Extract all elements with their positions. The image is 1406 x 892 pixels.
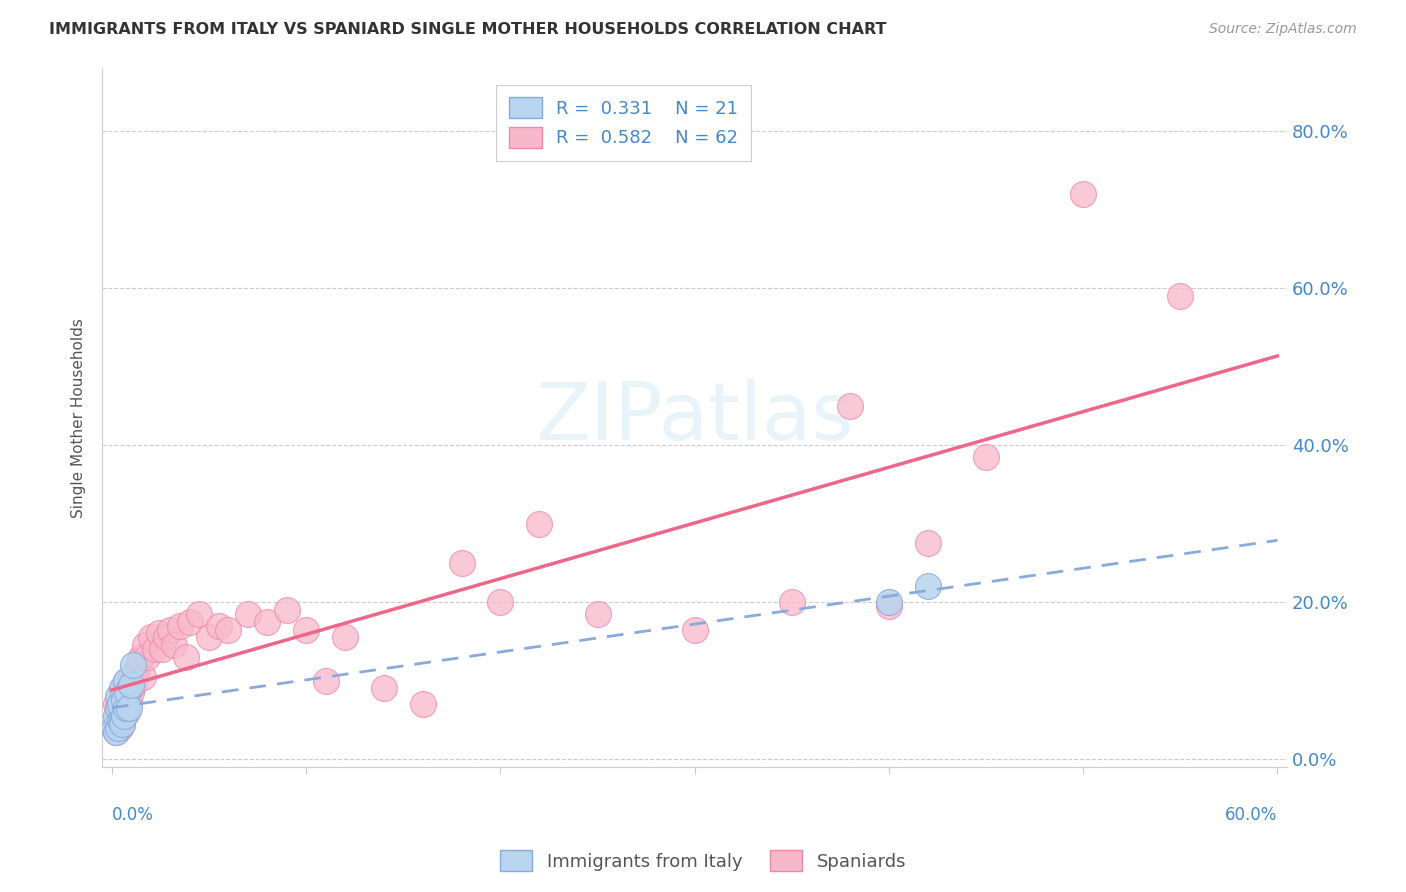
Point	[117, 685, 139, 699]
Point	[112, 709, 135, 723]
Point	[104, 724, 127, 739]
Point	[107, 721, 129, 735]
Point	[114, 701, 136, 715]
Point	[586, 607, 609, 621]
Text: 0.0%: 0.0%	[112, 806, 153, 824]
Point	[1071, 187, 1094, 202]
Point	[974, 450, 997, 464]
Text: ZIPatlas: ZIPatlas	[536, 379, 853, 457]
Point	[295, 623, 318, 637]
Point	[124, 665, 146, 680]
Point	[683, 623, 706, 637]
Point	[120, 685, 142, 699]
Point	[152, 642, 174, 657]
Point	[118, 693, 141, 707]
Point	[163, 638, 186, 652]
Text: IMMIGRANTS FROM ITALY VS SPANIARD SINGLE MOTHER HOUSEHOLDS CORRELATION CHART: IMMIGRANTS FROM ITALY VS SPANIARD SINGLE…	[49, 22, 887, 37]
Point	[112, 693, 135, 707]
Point	[780, 595, 803, 609]
Point	[143, 642, 166, 657]
Point	[179, 615, 201, 629]
Point	[111, 716, 134, 731]
Point	[111, 716, 134, 731]
Point	[118, 701, 141, 715]
Point	[877, 599, 900, 613]
Legend: Immigrants from Italy, Spaniards: Immigrants from Italy, Spaniards	[492, 843, 914, 879]
Text: Source: ZipAtlas.com: Source: ZipAtlas.com	[1209, 22, 1357, 37]
Point	[489, 595, 512, 609]
Point	[112, 709, 135, 723]
Point	[118, 677, 141, 691]
Point	[877, 595, 900, 609]
Point	[129, 650, 152, 665]
Point	[108, 697, 131, 711]
Point	[107, 701, 129, 715]
Point	[128, 654, 150, 668]
Point	[111, 713, 134, 727]
Point	[333, 631, 356, 645]
Point	[117, 690, 139, 704]
Point	[107, 713, 129, 727]
Point	[107, 690, 129, 704]
Text: 60.0%: 60.0%	[1225, 806, 1278, 824]
Point	[373, 681, 395, 696]
Point	[135, 650, 157, 665]
Point	[217, 623, 239, 637]
Point	[139, 631, 162, 645]
Point	[108, 721, 131, 735]
Point	[917, 536, 939, 550]
Point	[117, 705, 139, 719]
Point	[174, 650, 197, 665]
Point	[1168, 289, 1191, 303]
Point	[112, 681, 135, 696]
Point	[104, 709, 127, 723]
Point	[122, 677, 145, 691]
Point	[236, 607, 259, 621]
Point	[276, 603, 298, 617]
Point	[107, 701, 129, 715]
Point	[256, 615, 278, 629]
Legend: R =  0.331    N = 21, R =  0.582    N = 62: R = 0.331 N = 21, R = 0.582 N = 62	[496, 85, 751, 161]
Point	[111, 697, 134, 711]
Y-axis label: Single Mother Households: Single Mother Households	[72, 318, 86, 517]
Point	[148, 626, 170, 640]
Point	[104, 697, 127, 711]
Point	[529, 516, 551, 531]
Point	[839, 399, 862, 413]
Point	[134, 638, 156, 652]
Point	[188, 607, 211, 621]
Point	[120, 677, 142, 691]
Point	[103, 721, 125, 735]
Point	[108, 705, 131, 719]
Point	[208, 618, 231, 632]
Point	[450, 556, 472, 570]
Point	[412, 697, 434, 711]
Point	[155, 631, 177, 645]
Point	[114, 673, 136, 688]
Point	[122, 657, 145, 672]
Point	[104, 724, 127, 739]
Point	[159, 623, 181, 637]
Point	[111, 681, 134, 696]
Point	[198, 631, 221, 645]
Point	[114, 673, 136, 688]
Point	[114, 701, 136, 715]
Point	[127, 662, 149, 676]
Point	[120, 670, 142, 684]
Point	[917, 579, 939, 593]
Point	[108, 713, 131, 727]
Point	[169, 618, 191, 632]
Point	[103, 721, 125, 735]
Point	[108, 690, 131, 704]
Point	[132, 670, 155, 684]
Point	[315, 673, 337, 688]
